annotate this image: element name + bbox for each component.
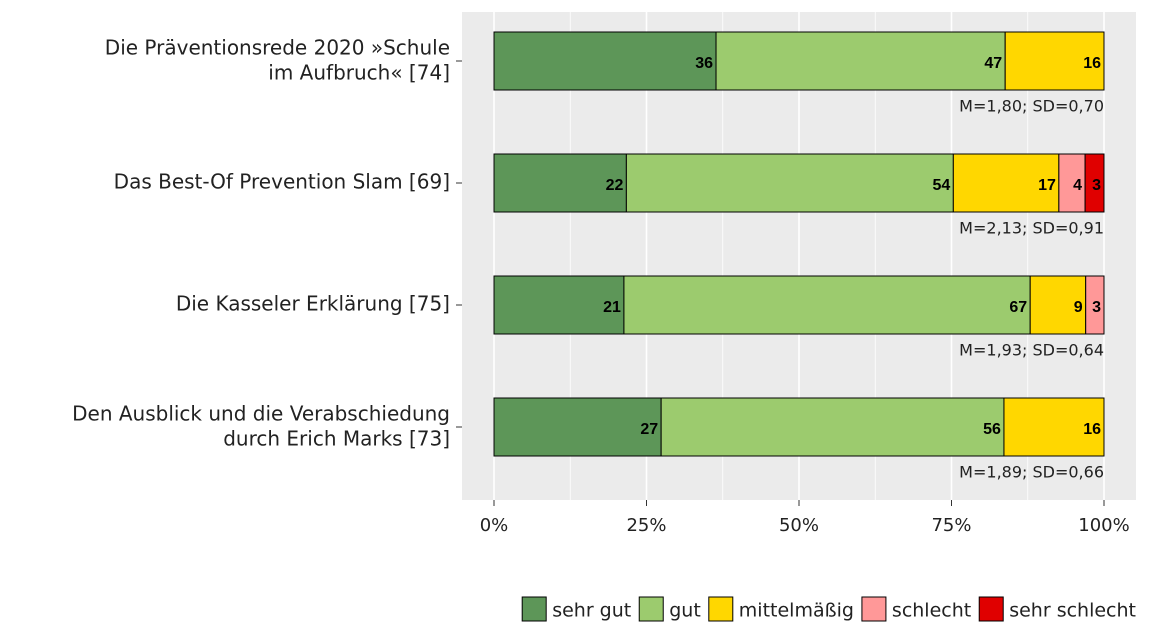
- legend-swatch: [861, 596, 887, 622]
- bar-segment: [623, 275, 1031, 335]
- legend-label: schlecht: [892, 600, 971, 622]
- y-tick-label: Das Best-Of Prevention Slam [69]: [114, 170, 450, 194]
- data-label: 21: [603, 299, 621, 316]
- x-tick-label: 25%: [626, 515, 666, 536]
- data-label: 54: [933, 177, 951, 194]
- bar-segment: [1084, 153, 1105, 213]
- legend-swatch: [978, 596, 1004, 622]
- bar-segment: [1058, 153, 1086, 213]
- bar-segment: [625, 153, 954, 213]
- bar-segment: [1004, 31, 1105, 91]
- data-label: 67: [1009, 299, 1027, 316]
- data-label: 16: [1083, 421, 1101, 438]
- data-label: 36: [695, 55, 713, 72]
- bar-segment: [493, 153, 627, 213]
- x-tick-label: 0%: [480, 515, 509, 536]
- bar-segment: [493, 397, 662, 457]
- legend-swatch: [708, 596, 734, 622]
- data-label: 4: [1073, 177, 1082, 194]
- data-label: 27: [640, 421, 658, 438]
- annotation: M=1,89; SD=0,66: [959, 463, 1104, 482]
- legend-label: sehr gut: [552, 600, 631, 622]
- data-label: 9: [1074, 299, 1083, 316]
- legend-label: gut: [669, 600, 701, 622]
- annotation: M=1,93; SD=0,64: [959, 341, 1104, 360]
- bar-segment: [1085, 275, 1105, 335]
- data-label: 47: [984, 55, 1002, 72]
- data-label: 16: [1083, 55, 1101, 72]
- data-label: 17: [1038, 177, 1056, 194]
- annotation: M=1,80; SD=0,70: [959, 97, 1104, 116]
- data-label: 22: [606, 177, 624, 194]
- data-label: 56: [983, 421, 1001, 438]
- annotation: M=2,13; SD=0,91: [959, 219, 1104, 238]
- bar-segment: [493, 275, 625, 335]
- bar-segment: [660, 397, 1005, 457]
- data-label: 3: [1092, 299, 1101, 316]
- y-tick-label: Den Ausblick und die Verabschiedung durch…: [72, 401, 450, 450]
- bar-segment: [1029, 275, 1087, 335]
- bar-segment: [493, 31, 717, 91]
- x-tick-label: 50%: [779, 515, 819, 536]
- x-tick-label: 75%: [931, 515, 971, 536]
- bar-segment: [715, 31, 1006, 91]
- legend-label: mittelmäßig: [739, 600, 854, 622]
- legend-swatch: [521, 596, 547, 622]
- y-tick-label: Die Kasseler Erklärung [75]: [176, 292, 450, 316]
- y-tick-label: Die Präventionsrede 2020 »Schule im Aufbr…: [105, 35, 450, 84]
- bar-segment: [1003, 397, 1105, 457]
- legend-swatch: [638, 596, 664, 622]
- bar-segment: [952, 153, 1060, 213]
- x-tick-label: 100%: [1078, 515, 1129, 536]
- legend-label: sehr schlecht: [1009, 600, 1136, 622]
- data-label: 3: [1092, 177, 1101, 194]
